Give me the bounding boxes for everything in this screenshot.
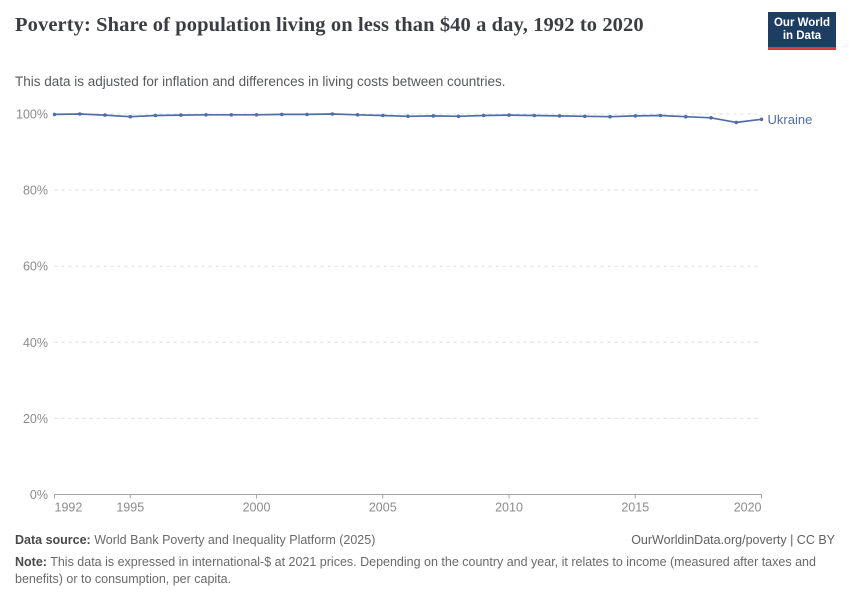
x-axis-label: 2005 — [369, 501, 397, 515]
data-point-2000[interactable] — [254, 113, 259, 117]
data-point-2020[interactable] — [759, 117, 764, 122]
data-point-2003[interactable] — [330, 112, 335, 116]
data-source: Data source: World Bank Poverty and Ineq… — [15, 532, 375, 549]
chart-title: Poverty: Share of population living on l… — [15, 14, 644, 36]
data-point-2009[interactable] — [481, 113, 486, 118]
data-point-1998[interactable] — [204, 113, 208, 117]
data-point-2001[interactable] — [280, 112, 284, 117]
x-axis-label: 2015 — [621, 501, 649, 515]
data-point-1997[interactable] — [179, 113, 183, 117]
chart-footer: Data source: World Bank Poverty and Ineq… — [15, 532, 835, 588]
line-chart-canvas[interactable]: 0% 20% 40% 60% 80% 100% 1992 1995 2000 2005 2010 20… — [0, 95, 850, 523]
chart-note: Note: This data is expressed in internat… — [15, 554, 835, 588]
owid-logo-line1: Our World — [773, 16, 830, 29]
chart-note-text: This data is expressed in international-… — [15, 555, 816, 586]
data-source-value: World Bank Poverty and Inequality Platfo… — [94, 533, 376, 547]
license-link[interactable]: OurWorldinData.org/poverty | CC BY — [631, 533, 835, 547]
y-axis-label: 40% — [23, 336, 48, 350]
data-point-2019[interactable] — [734, 120, 739, 125]
data-point-2014[interactable] — [608, 114, 612, 119]
x-axis-label: 2000 — [243, 501, 271, 515]
data-point-1993[interactable] — [78, 112, 82, 116]
data-point-2002[interactable] — [305, 112, 309, 117]
data-source-label: Data source: — [15, 533, 91, 547]
y-axis-label: 100% — [16, 108, 48, 122]
data-point-2006[interactable] — [406, 114, 410, 119]
data-point-1996[interactable] — [153, 113, 158, 118]
y-axis-label: 20% — [23, 412, 48, 426]
y-axis-label: 0% — [30, 488, 48, 502]
y-axis-label: 80% — [23, 184, 48, 198]
data-point-1994[interactable] — [103, 113, 107, 117]
data-point-1999[interactable] — [229, 113, 234, 117]
owid-logo[interactable]: Our World in Data — [768, 12, 836, 50]
x-axis-label: 1992 — [55, 501, 83, 515]
x-axis-label: 2010 — [495, 501, 523, 515]
y-axis-label: 60% — [23, 260, 48, 274]
x-axis-label: 2020 — [734, 501, 762, 515]
data-point-2007[interactable] — [431, 114, 436, 118]
data-point-2018[interactable] — [709, 116, 713, 120]
data-point-1992[interactable] — [52, 112, 57, 117]
data-point-2008[interactable] — [456, 114, 461, 119]
data-point-2010[interactable] — [507, 113, 511, 117]
data-point-2012[interactable] — [557, 114, 562, 118]
data-point-2016[interactable] — [658, 113, 663, 118]
x-axis-label: 1995 — [116, 501, 144, 515]
owid-logo-line2: in Data — [782, 29, 822, 42]
data-point-2013[interactable] — [583, 114, 587, 119]
data-point-2005[interactable] — [381, 113, 385, 118]
data-point-2015[interactable] — [633, 114, 638, 118]
chart-note-label: Note: — [15, 555, 47, 569]
data-point-2011[interactable] — [532, 113, 537, 118]
data-point-2017[interactable] — [684, 114, 688, 119]
chart-subtitle: This data is adjusted for inflation and … — [15, 74, 506, 89]
data-point-2004[interactable] — [355, 113, 360, 117]
data-point-1995[interactable] — [128, 114, 133, 119]
entity-label-ukraine[interactable]: Ukraine — [768, 112, 813, 127]
